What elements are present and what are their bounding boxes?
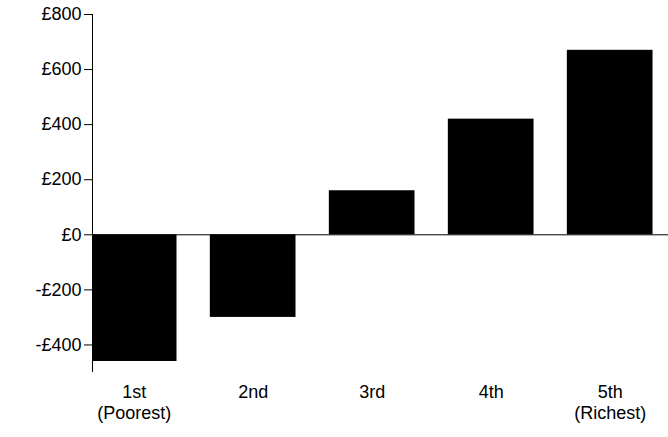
svg-text:£800: £800 (41, 4, 81, 24)
svg-text:-£400: -£400 (35, 335, 81, 355)
svg-text:4th: 4th (479, 382, 504, 402)
svg-text:3rd: 3rd (359, 382, 385, 402)
svg-text:1st(Poorest): 1st(Poorest) (97, 382, 171, 424)
svg-text:2nd: 2nd (238, 382, 268, 402)
svg-text:£0: £0 (61, 225, 81, 245)
svg-text:£600: £600 (41, 59, 81, 79)
svg-text:£200: £200 (41, 169, 81, 189)
svg-text:£400: £400 (41, 114, 81, 134)
svg-text:5th(Richest): 5th(Richest) (574, 382, 646, 424)
svg-text:-£200: -£200 (35, 280, 81, 300)
